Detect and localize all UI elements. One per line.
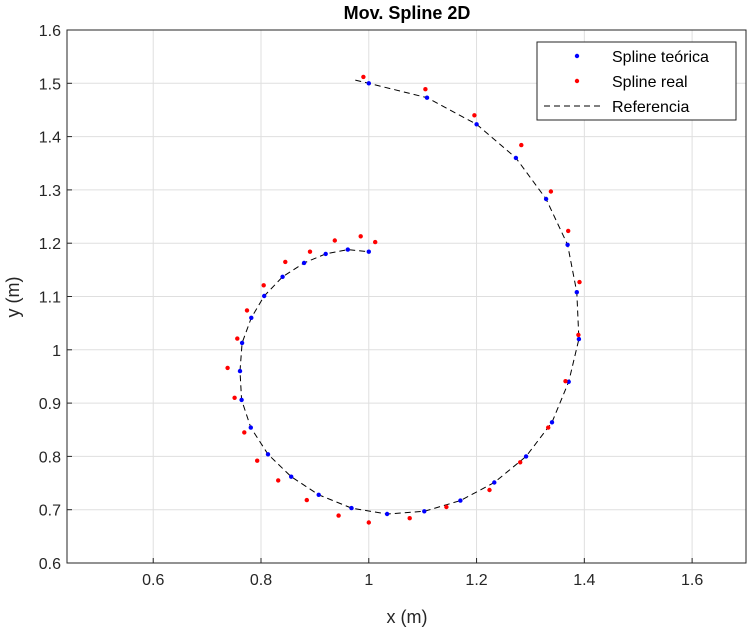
theoretical-point — [549, 420, 555, 425]
real-point — [361, 74, 366, 80]
real-point — [487, 487, 492, 493]
real-point — [546, 425, 551, 430]
theoretical-point — [323, 251, 328, 257]
real-point — [407, 516, 412, 521]
y-tick-label: 1.6 — [39, 23, 61, 40]
real-point — [548, 189, 554, 194]
real-point — [577, 279, 582, 285]
legend-label-spline-teorica: Spline teórica — [612, 49, 709, 66]
real-point — [366, 520, 371, 525]
y-tick-label: 0.8 — [39, 449, 61, 466]
theoretical-point — [280, 274, 285, 279]
real-point — [472, 113, 477, 118]
real-point — [307, 249, 313, 254]
real-point — [566, 228, 571, 234]
x-axis-label: x (m) — [387, 607, 428, 627]
theoretical-point — [345, 247, 350, 252]
legend: Spline teórica Spline real Referencia — [536, 41, 737, 121]
axes — [66, 29, 747, 564]
theoretical-point — [523, 454, 529, 459]
y-tick-label: 0.9 — [39, 396, 61, 413]
grid — [67, 29, 746, 564]
real-point — [244, 308, 250, 313]
real-point — [283, 259, 288, 265]
legend-marker-spline-teorica — [574, 53, 580, 59]
legend-box — [536, 41, 737, 121]
real-point — [242, 430, 247, 435]
y-tick-label: 1.1 — [39, 290, 61, 307]
real-point — [444, 504, 449, 510]
theoretical-point — [265, 452, 271, 457]
theoretical-point — [262, 293, 267, 299]
x-tick-label: 1.6 — [681, 572, 703, 589]
x-tick-label: 0.8 — [250, 572, 272, 589]
x-tick-label: 1 — [364, 572, 373, 589]
theoretical-point — [474, 122, 479, 127]
real-point — [576, 332, 581, 338]
y-tick-label: 1.5 — [39, 76, 61, 93]
theoretical-point — [543, 196, 549, 202]
legend-label-referencia: Referencia — [612, 99, 689, 116]
legend-label-spline-real: Spline real — [612, 74, 688, 91]
real-point — [332, 238, 337, 243]
real-point — [255, 458, 260, 463]
x-tick-label: 1.4 — [573, 572, 595, 589]
theoretical-point — [492, 480, 497, 485]
theoretical-point — [237, 368, 243, 374]
y-tick-label: 1 — [52, 343, 61, 360]
x-tick-label: 1.2 — [465, 572, 487, 589]
x-tick-label: 0.6 — [142, 572, 164, 589]
real-point — [261, 283, 266, 288]
real-point — [232, 395, 237, 400]
real-point — [518, 460, 523, 465]
y-tick-label: 1.3 — [39, 183, 61, 200]
axes-box — [66, 29, 747, 564]
theoretical-point — [248, 425, 253, 430]
theoretical-point — [349, 505, 354, 511]
theoretical-point — [384, 511, 390, 517]
y-tick-label: 0.6 — [39, 556, 61, 573]
real-point — [235, 336, 240, 341]
tick-labels: 0.6 0.8 1 1.2 1.4 1.6 0.6 0.7 0.8 0.9 1 1.1 1.2 1.3 1.… — [39, 23, 704, 589]
theoretical-point — [289, 474, 294, 479]
y-tick-label: 1.2 — [39, 236, 61, 253]
real-point — [225, 365, 230, 371]
y-tick-label: 1.4 — [39, 130, 61, 147]
theoretical-point — [366, 81, 371, 86]
theoretical-point — [565, 242, 570, 247]
theoretical-point — [422, 509, 427, 514]
real-point — [373, 239, 378, 245]
theoretical-point — [513, 155, 519, 161]
y-tick-label: 0.7 — [39, 503, 61, 520]
theoretical-point — [301, 260, 307, 266]
real-point — [519, 142, 524, 148]
theoretical-point — [239, 397, 244, 403]
theoretical-point — [458, 498, 463, 503]
theoretical-point — [574, 290, 579, 295]
real-point — [358, 234, 363, 239]
theoretical-point — [316, 492, 321, 497]
theoretical-point — [366, 249, 371, 254]
real-point — [276, 478, 281, 483]
theoretical-point — [249, 315, 254, 320]
real-point — [423, 87, 428, 92]
theoretical-point — [424, 95, 430, 100]
real-point — [336, 513, 341, 518]
real-point — [563, 379, 568, 384]
real-point — [304, 497, 309, 503]
series-layer — [225, 74, 582, 525]
theoretical-point — [239, 340, 245, 346]
theoretical-point — [576, 336, 582, 342]
legend-marker-spline-real — [574, 78, 580, 84]
y-axis-label: y (m) — [3, 277, 23, 318]
chart-title: Mov. Spline 2D — [344, 3, 471, 23]
